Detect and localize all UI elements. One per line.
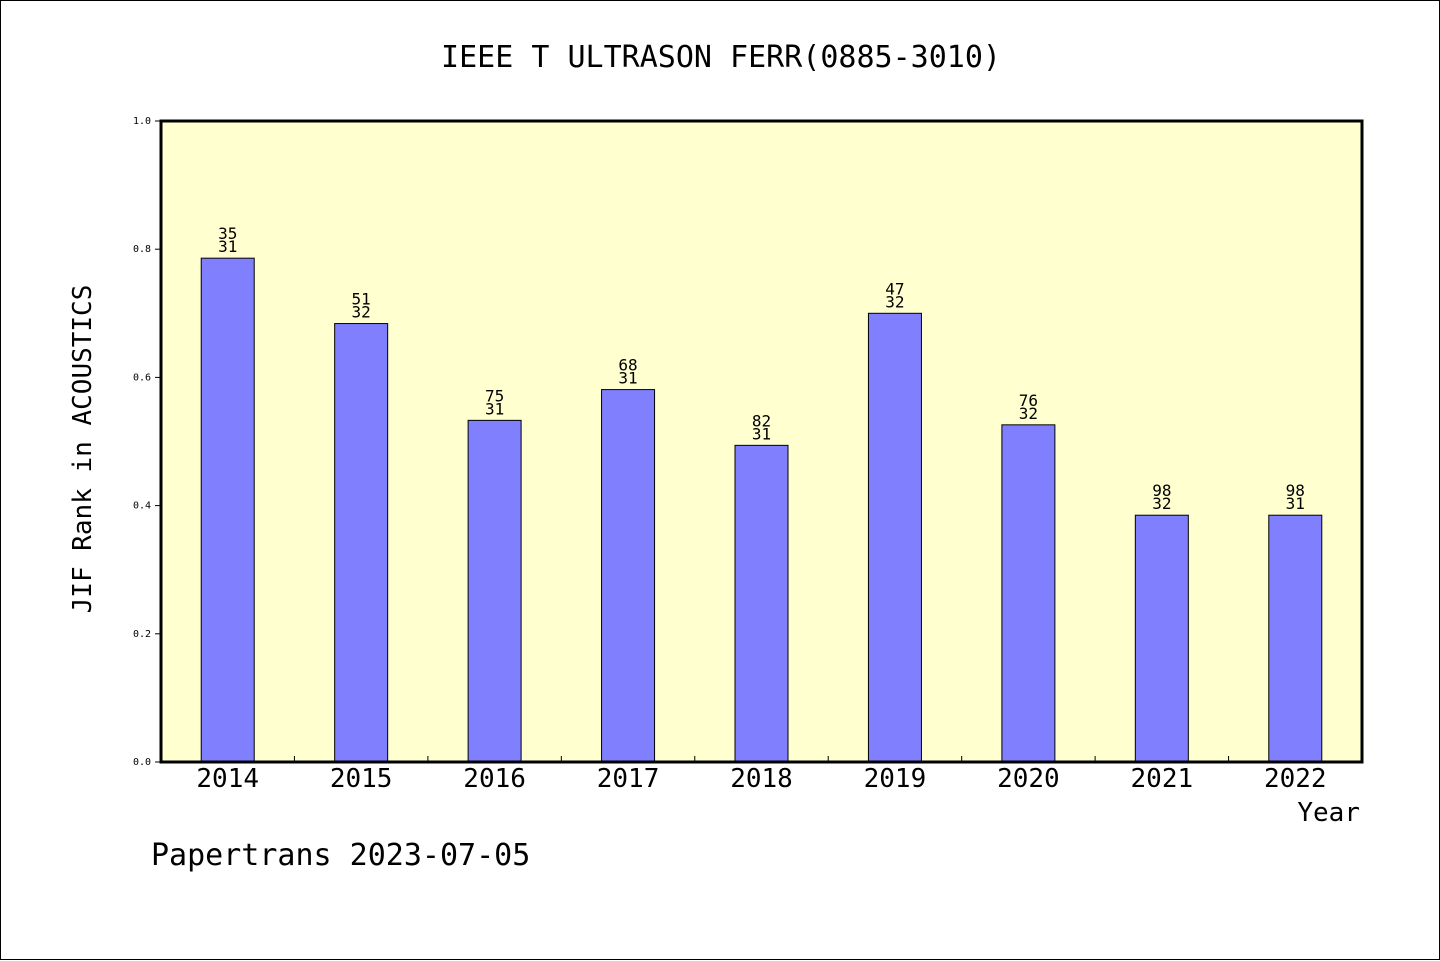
bar-2017 — [601, 389, 656, 763]
bar-label-rank: 75 — [485, 386, 504, 405]
bar-2020 — [1001, 424, 1056, 763]
y-axis-label: JIF Rank in ACOUSTICS — [68, 285, 98, 614]
bar-label-rank: 76 — [1019, 391, 1038, 410]
bar-2019 — [867, 312, 922, 763]
x-axis-ticks: 2014 2015 2016 2017 2018 2019 2020 2021 2022 — [196, 756, 1327, 794]
bar-label-rank: 35 — [218, 224, 237, 243]
bar-2021 — [1134, 514, 1189, 763]
y-tick-label: 0.0 — [133, 757, 151, 768]
x-tick-label: 2014 — [196, 764, 259, 794]
chart-title: IEEE T ULTRASON FERR(0885-3010) — [441, 40, 1001, 75]
bar-label-total: 32 — [1019, 404, 1038, 423]
bar-label-total: 31 — [1286, 494, 1305, 513]
bar-2015 — [334, 323, 389, 763]
bar-label-rank: 51 — [352, 290, 371, 309]
bars-group — [200, 257, 1323, 763]
x-tick-label: 2020 — [997, 764, 1060, 794]
bar-label-rank: 98 — [1152, 481, 1171, 500]
bar-label-rank: 47 — [885, 279, 904, 298]
x-tick-label: 2017 — [597, 764, 660, 794]
bar-label-total: 31 — [618, 369, 637, 388]
x-axis-label: Year — [1297, 798, 1360, 828]
x-tick-label: 2021 — [1131, 764, 1194, 794]
y-axis-ticks: 0.0 0.2 0.4 0.6 0.8 1.0 — [133, 116, 161, 768]
bar-label-total: 32 — [885, 292, 904, 311]
bar-2014 — [200, 257, 255, 763]
bar-2022 — [1268, 514, 1323, 763]
x-tick-label: 2015 — [330, 764, 393, 794]
x-tick-label: 2018 — [730, 764, 793, 794]
bar-label-total: 31 — [752, 424, 771, 443]
footer-credit: Papertrans 2023-07-05 — [151, 838, 530, 873]
x-tick-label: 2016 — [463, 764, 526, 794]
bar-label-rank: 68 — [618, 356, 637, 375]
y-tick-label: 1.0 — [133, 116, 151, 127]
y-tick-label: 0.6 — [133, 372, 151, 383]
y-tick-label: 0.2 — [133, 629, 151, 640]
bar-label-rank: 98 — [1286, 481, 1305, 500]
bar-label-total: 31 — [485, 399, 504, 418]
x-tick-label: 2022 — [1264, 764, 1327, 794]
bar-label-total: 31 — [218, 237, 237, 256]
bar-label-total: 32 — [1152, 494, 1171, 513]
x-tick-label: 2019 — [864, 764, 927, 794]
bar-2016 — [467, 419, 522, 763]
plot-border — [159, 119, 1364, 764]
bar-label-rank: 82 — [752, 411, 771, 430]
y-tick-label: 0.8 — [133, 244, 151, 255]
bar-2018 — [734, 444, 789, 763]
bar-label-total: 32 — [352, 303, 371, 322]
y-tick-label: 0.4 — [133, 501, 151, 512]
